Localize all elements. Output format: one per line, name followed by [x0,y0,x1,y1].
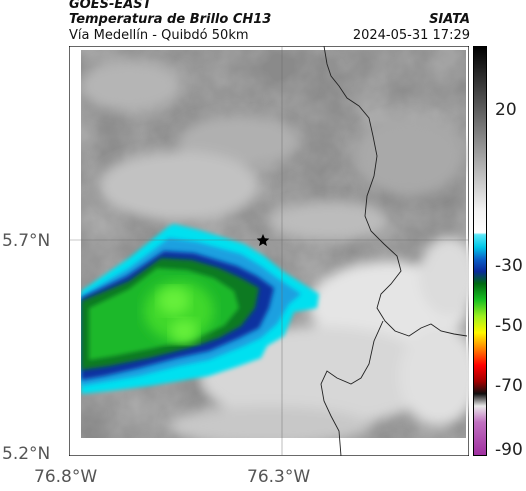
map-panel [69,46,469,456]
product-title: Temperatura de Brillo CH13 [69,12,272,27]
colorbar-tick-label: -70 [495,376,523,396]
colorbar-tick-label: 20 [495,100,517,120]
timestamp: 2024-05-31 17:29 [352,28,470,43]
satellite-name: GOES-EAST [69,0,152,12]
x-axis-label-left: 76.8°W [34,467,98,487]
cloud-patches [79,61,469,446]
y-axis-label-bottom: 5.2°N [2,444,51,464]
location-subtitle: Vía Medellín - Quibdó 50km [69,28,249,43]
colorbar-tick-label: -30 [495,256,523,276]
department-border-south [320,320,384,456]
organization-label: SIATA [429,12,470,27]
star-icon [256,234,270,246]
x-axis-label-right: 76.3°W [247,467,311,487]
colorbar-tick-label: -50 [495,316,523,336]
y-axis-label-top: 5.7°N [2,231,51,251]
department-border [323,46,468,337]
convective-cloud [81,224,319,394]
colorbar-tick-label: -90 [495,440,523,460]
colorbar [473,46,487,456]
